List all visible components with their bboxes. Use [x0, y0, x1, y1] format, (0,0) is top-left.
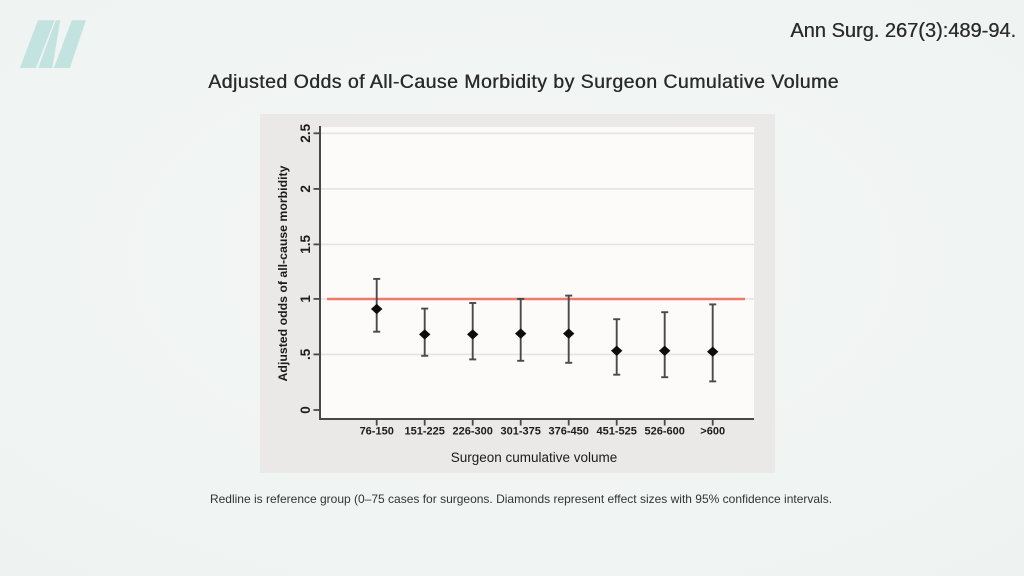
- svg-text:2.5: 2.5: [298, 123, 313, 142]
- svg-text:526-600: 526-600: [645, 426, 685, 438]
- svg-text:2: 2: [298, 185, 313, 193]
- svg-text:301-375: 301-375: [501, 426, 541, 438]
- svg-text:>600: >600: [700, 426, 725, 438]
- svg-text:451-525: 451-525: [597, 426, 637, 438]
- svg-text:1: 1: [298, 295, 313, 303]
- svg-text:226-300: 226-300: [453, 426, 493, 438]
- svg-text:0: 0: [298, 406, 313, 414]
- svg-text:1.5: 1.5: [298, 235, 313, 254]
- svg-text:76-150: 76-150: [360, 426, 394, 438]
- svg-text:Adjusted odds of all-cause mor: Adjusted odds of all-cause morbidity: [276, 165, 290, 381]
- svg-text:Surgeon cumulative volume: Surgeon cumulative volume: [451, 450, 618, 465]
- svg-text:.5: .5: [298, 348, 313, 360]
- svg-text:376-450: 376-450: [549, 426, 589, 438]
- svg-text:151-225: 151-225: [405, 426, 445, 438]
